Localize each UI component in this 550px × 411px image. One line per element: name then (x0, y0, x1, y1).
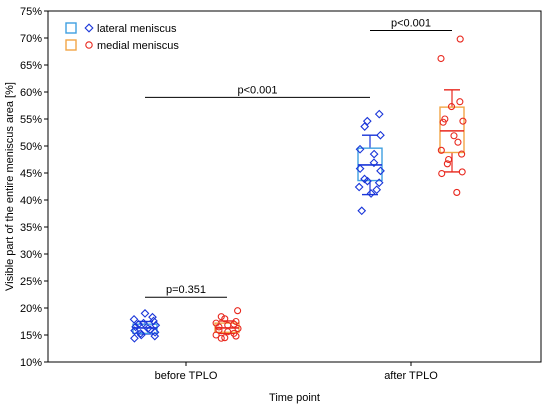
data-point-diamond (372, 185, 382, 195)
data-point-diamond (143, 324, 153, 333)
y-tick-label: 45% (20, 168, 42, 180)
data-point-circle (443, 160, 451, 168)
data-point-diamond (355, 144, 365, 154)
y-tick-label: 50% (20, 141, 42, 153)
data-point-circle (221, 315, 229, 323)
data-point-diamond (374, 178, 384, 188)
data-point-circle (445, 155, 453, 164)
data-point-circle (456, 35, 464, 43)
data-point-circle (438, 169, 446, 178)
significance-label: p<0.001 (237, 84, 277, 96)
data-point-circle (459, 117, 467, 125)
data-point-circle (234, 307, 242, 315)
data-point-diamond (360, 122, 370, 131)
legend-medial-circle-icon (85, 41, 93, 49)
data-point-diamond (129, 314, 139, 324)
data-point-circle (458, 150, 466, 158)
plot-frame (47, 10, 542, 363)
y-tick-label: 15% (20, 330, 42, 342)
data-point-diamond (140, 309, 150, 318)
data-point-diamond (363, 176, 372, 186)
legend-lateral-diamond-icon (84, 23, 94, 33)
data-point-diamond (374, 109, 384, 119)
data-point-circle (454, 138, 462, 146)
legend-lateral-box-icon (65, 22, 77, 34)
x-axis-ticks: before TPLO after TPLO (155, 362, 438, 382)
y-tick-label: 70% (20, 33, 42, 45)
data-point-diamond (376, 166, 385, 176)
data-point-circle (447, 103, 456, 111)
data-point-diamond (150, 331, 160, 341)
data-point-diamond (145, 325, 155, 334)
plot-content (129, 35, 467, 343)
data-point-circle (212, 331, 220, 339)
y-tick-label: 25% (20, 276, 42, 288)
significance-label: p=0.351 (166, 284, 206, 296)
legend: lateral meniscus medial meniscus (65, 22, 179, 52)
data-point-diamond (148, 312, 157, 322)
data-point-diamond (131, 322, 140, 332)
data-point-diamond (136, 329, 146, 338)
data-point-circle (215, 323, 223, 331)
data-point-circle (456, 98, 464, 106)
data-point-diamond (362, 116, 372, 126)
box (439, 106, 465, 154)
y-tick-label: 40% (20, 195, 42, 207)
data-point-circle (450, 132, 458, 140)
data-point-circle (221, 334, 229, 342)
y-tick-label: 60% (20, 87, 42, 99)
y-axis-title: Visible part of the entire meniscus area… (4, 82, 16, 291)
data-point-circle (224, 328, 232, 336)
data-point-diamond (376, 130, 385, 140)
x-axis-title: Time point (269, 392, 320, 404)
significance-annotations: p=0.351 p<0.001 p<0.001 (145, 17, 452, 298)
data-point-circle (234, 324, 242, 333)
data-point-circle (232, 332, 240, 340)
data-point-circle (458, 168, 466, 176)
data-point-diamond (366, 189, 376, 198)
y-tick-label: 75% (20, 6, 42, 18)
data-point-circle (217, 334, 225, 342)
legend-lateral-label: lateral meniscus (97, 23, 177, 35)
data-point-diamond (355, 164, 365, 174)
data-point-circle (437, 146, 445, 154)
legend-item-medial: medial meniscus (65, 39, 179, 52)
significance-label: p<0.001 (391, 17, 431, 29)
x-tick-label: before TPLO (155, 370, 218, 382)
data-point-circle (437, 54, 445, 63)
y-tick-label: 65% (20, 60, 42, 72)
legend-medial-label: medial meniscus (97, 40, 179, 52)
y-tick-label: 10% (20, 357, 42, 369)
y-tick-label: 55% (20, 114, 42, 126)
data-point-diamond (357, 206, 367, 216)
data-point-diamond (139, 318, 148, 328)
data-point-diamond (354, 182, 364, 192)
data-point-diamond (150, 327, 160, 337)
data-point-diamond (130, 333, 139, 343)
data-point-circle (439, 118, 447, 126)
data-point-circle (453, 188, 461, 196)
y-tick-label: 35% (20, 222, 42, 234)
data-point-diamond (369, 149, 379, 159)
legend-medial-box-icon (65, 39, 77, 51)
y-tick-label: 20% (20, 303, 42, 315)
legend-item-lateral: lateral meniscus (65, 22, 177, 35)
y-axis-ticks: 10% 15% 20% 25% 30% 35% 40% 45% 50% 55% 60% 65% 70% 7… (20, 6, 48, 369)
data-point-diamond (136, 330, 146, 340)
data-point-diamond (369, 158, 379, 168)
x-tick-label: after TPLO (384, 370, 438, 382)
y-tick-label: 30% (20, 249, 42, 261)
data-point-circle (217, 313, 225, 321)
